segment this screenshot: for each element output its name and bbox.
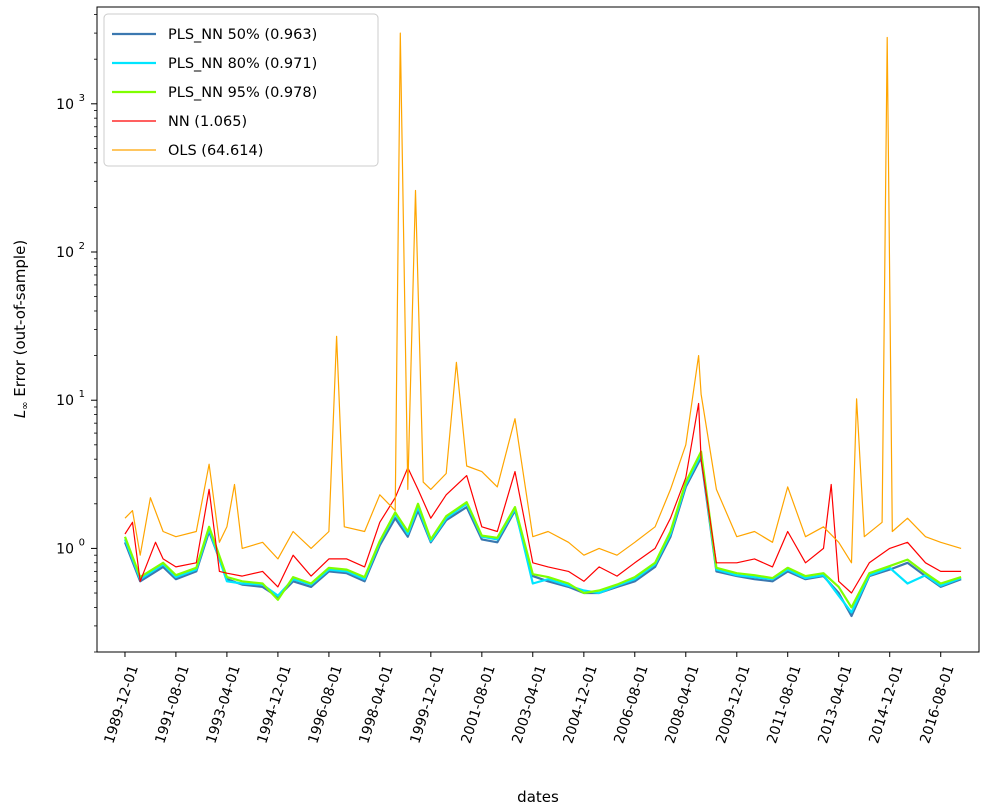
x-tick-label: 1996-08-01 (305, 663, 345, 745)
x-tick-label: 2009-12-01 (713, 663, 753, 745)
y-tick-exponent: 1 (79, 389, 85, 400)
x-tick-label: 2014-12-01 (866, 663, 906, 745)
y-axis-title-subscript: ∞ (20, 401, 31, 409)
y-tick-label: 10 2 (56, 241, 85, 261)
series-line-5 (124, 32, 962, 564)
x-tick-label: 2013-04-01 (815, 663, 855, 745)
y-tick-label: 10 0 (56, 537, 85, 557)
legend-label-2: PLS_NN 80% (0.971) (168, 56, 317, 72)
series-line-3 (123, 450, 962, 609)
legend-label-1: PLS_NN 50% (0.963) (168, 27, 317, 43)
series-line-4 (124, 402, 962, 594)
y-axis-title: L∞ Error (out-of-sample) (11, 240, 31, 418)
y-tick-label: 10 1 (56, 389, 85, 409)
x-tick-label: 1994-12-01 (254, 663, 294, 745)
y-axis-title-rest: Error (out-of-sample) (11, 240, 29, 402)
legend-label-5: OLS (64.614) (168, 143, 263, 159)
x-tick-label: 1999-12-01 (407, 663, 447, 745)
series-layer (123, 32, 962, 618)
x-axis-title: dates (517, 788, 559, 806)
x-tick-label: 2011-08-01 (764, 663, 804, 745)
x-tick-label: 2004-12-01 (560, 663, 600, 745)
x-tick-label: 1991-08-01 (152, 663, 192, 745)
x-tick-label: 2008-04-01 (662, 663, 702, 745)
x-tick-label: 2001-08-01 (458, 663, 498, 745)
y-tick-exponent: 2 (79, 241, 85, 252)
x-tick-label: 2016-08-01 (917, 663, 957, 745)
x-axis: 1989-12-01 1991-08-01 1993-04-01 1994-12-01… (102, 652, 958, 746)
y-tick-label: 10 3 (56, 93, 85, 113)
x-tick-label: 2006-08-01 (611, 663, 651, 745)
x-tick-label: 1989-12-01 (102, 663, 142, 745)
legend-box (103, 13, 379, 167)
x-tick-label: 2003-04-01 (509, 663, 549, 745)
legend: PLS_NN 50% (0.963) PLS_NN 80% (0.971) PLS_… (103, 13, 379, 167)
x-tick-label: 1993-04-01 (203, 663, 243, 745)
x-tick-label: 1998-04-01 (356, 663, 396, 745)
legend-label-4: NN (1.065) (168, 114, 247, 130)
y-tick-exponent: 3 (79, 93, 85, 104)
y-axis-title-prefix: L (11, 410, 29, 418)
y-tick-exponent: 0 (79, 537, 85, 548)
legend-label-3: PLS_NN 95% (0.978) (168, 85, 317, 101)
